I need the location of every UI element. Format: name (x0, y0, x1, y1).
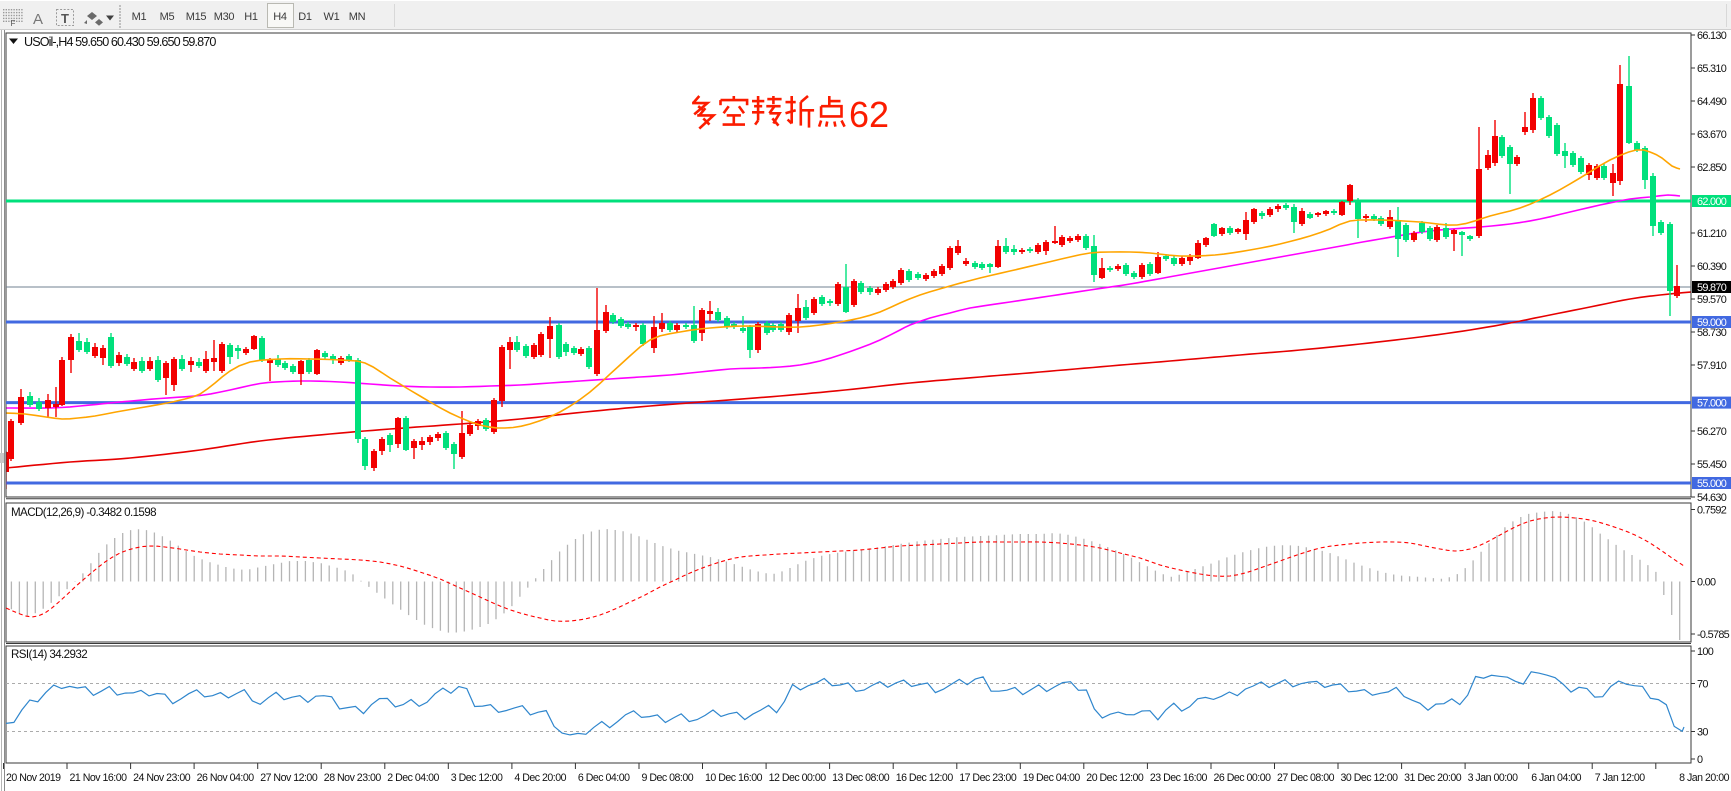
svg-text:W1: W1 (324, 11, 340, 23)
svg-text:M1: M1 (132, 11, 147, 23)
svg-text:6 Jan 04:00: 6 Jan 04:00 (1531, 772, 1581, 784)
svg-text:9 Dec 08:00: 9 Dec 08:00 (642, 772, 694, 784)
svg-text:56.270: 56.270 (1697, 426, 1727, 438)
svg-text:24 Nov 23:00: 24 Nov 23:00 (133, 772, 191, 784)
svg-text:12 Dec 00:00: 12 Dec 00:00 (769, 772, 827, 784)
svg-text:59.000: 59.000 (1697, 317, 1727, 329)
svg-text:13 Dec 08:00: 13 Dec 08:00 (832, 772, 890, 784)
svg-text:57.000: 57.000 (1697, 398, 1727, 410)
svg-text:62: 62 (849, 94, 889, 135)
svg-text:27 Dec 08:00: 27 Dec 08:00 (1277, 772, 1335, 784)
svg-text:F: F (11, 19, 16, 28)
svg-text:6 Dec 04:00: 6 Dec 04:00 (578, 772, 630, 784)
svg-text:2 Dec 04:00: 2 Dec 04:00 (387, 772, 439, 784)
svg-text:21 Nov 16:00: 21 Nov 16:00 (70, 772, 128, 784)
svg-text:62.850: 62.850 (1697, 162, 1727, 174)
svg-text:19 Dec 04:00: 19 Dec 04:00 (1023, 772, 1081, 784)
svg-text:0.7592: 0.7592 (1697, 505, 1727, 517)
svg-text:7 Jan 12:00: 7 Jan 12:00 (1595, 772, 1645, 784)
svg-text:26 Nov 04:00: 26 Nov 04:00 (197, 772, 255, 784)
svg-text:4 Dec 20:00: 4 Dec 20:00 (514, 772, 566, 784)
svg-text:M30: M30 (214, 11, 235, 23)
svg-text:RSI(14) 34.2932: RSI(14) 34.2932 (11, 648, 87, 661)
svg-text:100: 100 (1697, 646, 1714, 658)
svg-text:59.570: 59.570 (1697, 294, 1727, 306)
svg-text:USOil-,H4 59.650 60.430 59.65: USOil-,H4 59.650 60.430 59.650 59.870 (24, 35, 216, 49)
svg-text:T: T (61, 11, 69, 26)
svg-text:0.00: 0.00 (1697, 577, 1716, 589)
svg-text:60.390: 60.390 (1697, 261, 1727, 273)
svg-text:55.000: 55.000 (1697, 478, 1727, 490)
svg-text:16 Dec 12:00: 16 Dec 12:00 (896, 772, 954, 784)
svg-text:3 Dec 12:00: 3 Dec 12:00 (451, 772, 503, 784)
svg-text:31 Dec 20:00: 31 Dec 20:00 (1404, 772, 1462, 784)
svg-text:27 Nov 12:00: 27 Nov 12:00 (260, 772, 318, 784)
svg-text:64.490: 64.490 (1697, 96, 1727, 108)
svg-text:H4: H4 (273, 11, 287, 23)
svg-text:55.450: 55.450 (1697, 459, 1727, 471)
svg-text:63.670: 63.670 (1697, 129, 1727, 141)
svg-text:10 Dec 16:00: 10 Dec 16:00 (705, 772, 763, 784)
svg-text:0: 0 (1697, 754, 1703, 766)
svg-text:61.210: 61.210 (1697, 228, 1727, 240)
svg-text:-0.5785: -0.5785 (1697, 629, 1730, 641)
svg-text:30 Dec 12:00: 30 Dec 12:00 (1341, 772, 1399, 784)
svg-text:MACD(12,26,9) -0.3482 0.1598: MACD(12,26,9) -0.3482 0.1598 (11, 506, 156, 519)
svg-text:20 Dec 12:00: 20 Dec 12:00 (1086, 772, 1144, 784)
svg-text:8 Jan 20:00: 8 Jan 20:00 (1679, 772, 1729, 784)
svg-text:28 Nov 23:00: 28 Nov 23:00 (324, 772, 382, 784)
svg-text:3 Jan 00:00: 3 Jan 00:00 (1468, 772, 1518, 784)
svg-text:57.910: 57.910 (1697, 360, 1727, 372)
svg-text:17 Dec 23:00: 17 Dec 23:00 (959, 772, 1017, 784)
svg-text:A: A (33, 11, 43, 28)
svg-text:M5: M5 (160, 11, 175, 23)
svg-text:58.730: 58.730 (1697, 327, 1727, 339)
svg-text:30: 30 (1697, 727, 1708, 739)
svg-text:MN: MN (349, 11, 366, 23)
svg-text:70: 70 (1697, 679, 1708, 691)
svg-text:M15: M15 (186, 11, 207, 23)
svg-text:65.310: 65.310 (1697, 63, 1727, 75)
svg-text:54.630: 54.630 (1697, 492, 1727, 504)
svg-text:D1: D1 (298, 11, 312, 23)
svg-text:59.870: 59.870 (1697, 282, 1727, 294)
svg-text:26 Dec 00:00: 26 Dec 00:00 (1214, 772, 1272, 784)
svg-text:66.130: 66.130 (1697, 30, 1727, 42)
svg-text:20 Nov 2019: 20 Nov 2019 (6, 772, 61, 784)
svg-text:62.000: 62.000 (1697, 196, 1727, 208)
svg-text:23 Dec 16:00: 23 Dec 16:00 (1150, 772, 1208, 784)
svg-text:H1: H1 (244, 11, 258, 23)
